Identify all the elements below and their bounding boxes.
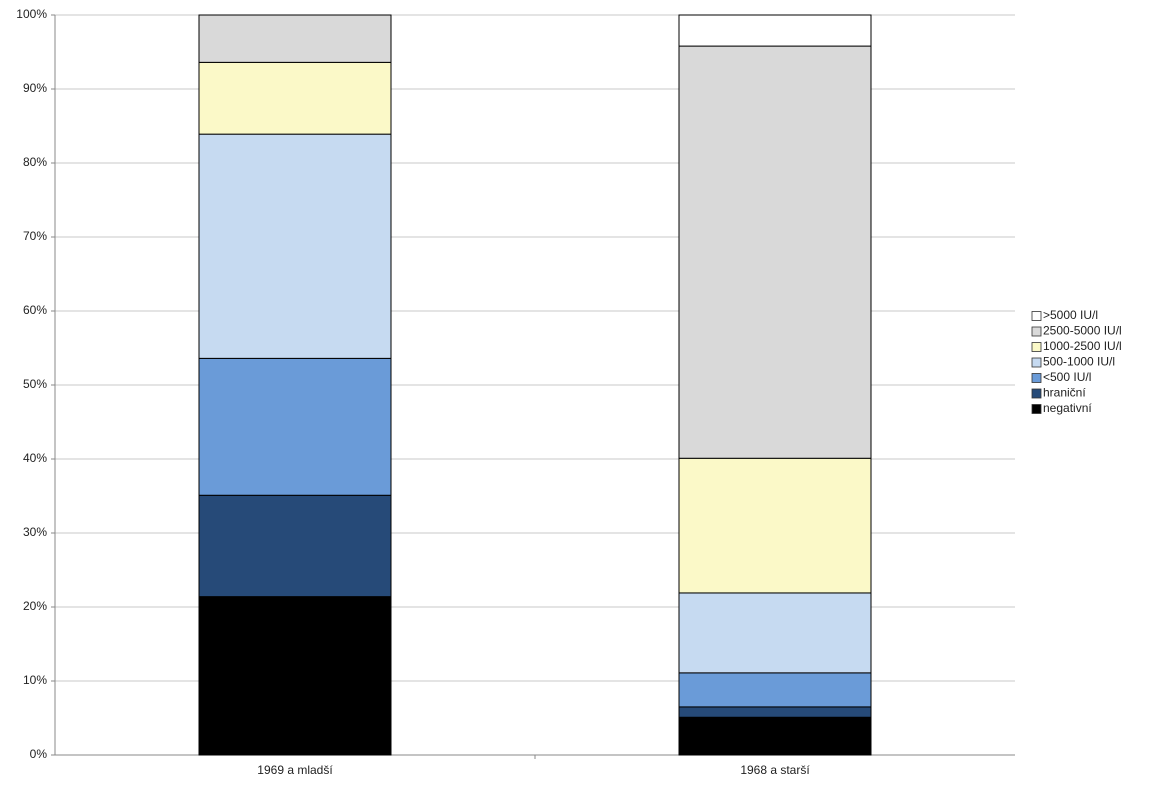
y-tick-label: 70% [23, 229, 47, 243]
bar-segment [678, 716, 872, 756]
bar-segment [678, 45, 872, 459]
bar-segment [678, 592, 872, 674]
y-tick-label: 100% [16, 7, 47, 21]
legend-label: <500 IU/l [1043, 370, 1091, 384]
y-tick-label: 40% [23, 451, 47, 465]
legend-label: 2500-5000 IU/l [1043, 324, 1122, 338]
y-tick-label: 20% [23, 599, 47, 613]
bar-segment [678, 706, 872, 718]
y-tick-label: 30% [23, 525, 47, 539]
bar-segment [198, 14, 392, 63]
legend-swatch [1031, 326, 1042, 337]
bar-segment [678, 672, 872, 708]
y-tick-label: 50% [23, 377, 47, 391]
y-tick-label: 80% [23, 155, 47, 169]
bar-segment [198, 357, 392, 496]
legend-label: 500-1000 IU/l [1043, 355, 1115, 369]
legend-swatch [1031, 404, 1042, 414]
legend-label: hraniční [1043, 386, 1086, 400]
bar-segment [198, 494, 392, 598]
y-tick-label: 90% [23, 81, 47, 95]
legend-label: negativní [1043, 401, 1092, 415]
x-tick-label: 1968 a starší [740, 763, 810, 777]
bar-segment [198, 133, 392, 359]
legend-swatch [1031, 357, 1042, 368]
bar-segment [198, 596, 392, 756]
bar-segment [198, 61, 392, 135]
legend-swatch [1031, 311, 1042, 321]
legend-swatch [1031, 373, 1042, 383]
y-tick-label: 10% [23, 673, 47, 687]
x-tick-label: 1969 a mladší [257, 763, 333, 777]
legend-label: >5000 IU/l [1043, 308, 1098, 322]
y-tick-label: 0% [30, 747, 48, 761]
bar-segment [678, 457, 872, 594]
y-tick-label: 60% [23, 303, 47, 317]
bar-segment [678, 14, 872, 47]
legend-swatch [1031, 388, 1042, 399]
legend-swatch [1031, 342, 1042, 352]
legend-label: 1000-2500 IU/l [1043, 339, 1122, 353]
